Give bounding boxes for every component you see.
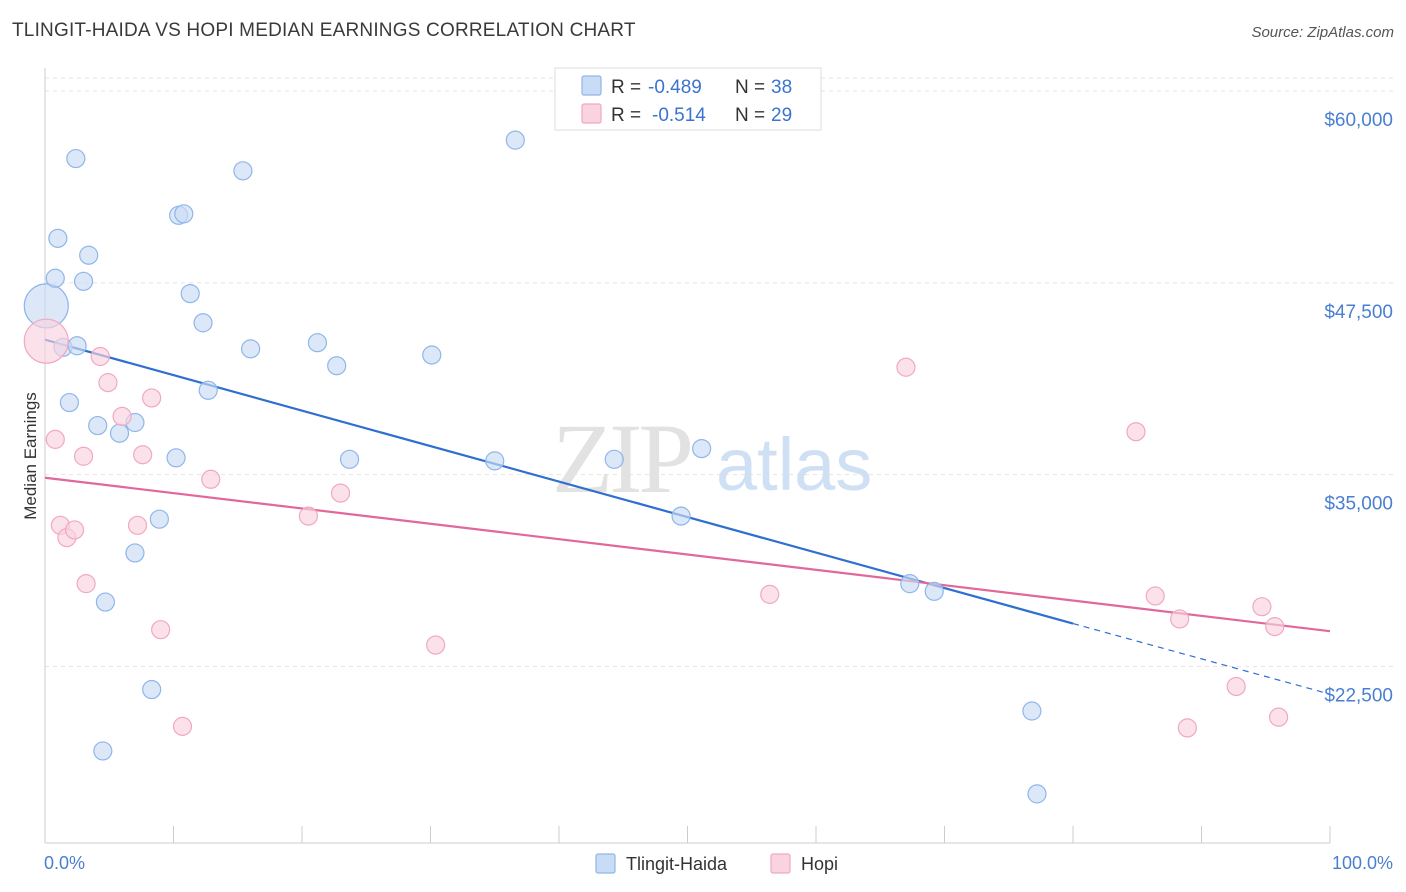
data-point-tlingit-haida — [142, 679, 162, 700]
data-point-hopi — [90, 346, 110, 367]
data-point-hopi — [426, 635, 446, 655]
data-point-hopi — [23, 318, 69, 364]
data-point-hopi — [330, 483, 351, 503]
data-point-hopi — [151, 620, 171, 640]
watermark-atlas: atlas — [716, 423, 872, 506]
y-tick-label: $47,500 — [1324, 302, 1393, 323]
data-point-hopi — [201, 469, 221, 489]
data-point-tlingit-haida — [339, 449, 360, 469]
y-tick-label: $22,500 — [1324, 686, 1393, 707]
y-axis-label: Median Earnings — [21, 392, 40, 520]
legend-r-value: -0.514 — [652, 105, 706, 126]
legend-n-value: 29 — [771, 105, 792, 126]
data-point-tlingit-haida — [241, 339, 261, 359]
tick-labels: $22,500 $35,000 $47,500 $60,000 0.0% 100.0% — [44, 110, 1393, 873]
legend-r-label: R = — [611, 77, 641, 98]
bottom-legend-label: Hopi — [801, 854, 838, 874]
data-point-tlingit-haida — [604, 449, 624, 469]
data-point-tlingit-haida — [180, 283, 200, 304]
source-label: Source: ZipAtlas.com — [1251, 24, 1394, 41]
trend-line-hopi — [44, 476, 1331, 633]
chart-title: TLINGIT-HAIDA VS HOPI MEDIAN EARNINGS CO… — [12, 20, 636, 41]
bottom-legend-label: Tlingit-Haida — [626, 854, 728, 874]
data-point-tlingit-haida — [692, 438, 712, 459]
data-point-tlingit-haida — [125, 543, 145, 563]
data-point-tlingit-haida — [1022, 701, 1042, 721]
y-tick-label: $60,000 — [1324, 110, 1393, 131]
data-point-tlingit-haida — [109, 423, 130, 443]
data-point-tlingit-haida — [327, 356, 347, 376]
x-tick-label-max: 100.0% — [1332, 853, 1393, 873]
data-points — [23, 130, 1289, 804]
data-point-tlingit-haida — [485, 451, 505, 471]
data-point-tlingit-haida — [73, 271, 94, 291]
bottom-legend-swatch — [595, 853, 616, 874]
data-point-hopi — [112, 406, 132, 426]
data-point-tlingit-haida — [67, 336, 87, 356]
data-point-hopi — [76, 574, 96, 594]
legend-n-label: N = — [735, 77, 765, 98]
data-point-tlingit-haida — [66, 148, 86, 169]
legend-swatch — [581, 103, 602, 124]
data-point-tlingit-haida — [59, 392, 80, 413]
x-tick-label-min: 0.0% — [44, 853, 85, 873]
data-point-hopi — [1252, 597, 1272, 617]
legend-n-label: N = — [735, 105, 765, 126]
watermark: ZIP atlas — [552, 403, 872, 514]
trend-line-extension — [1072, 622, 1331, 695]
data-point-hopi — [172, 716, 193, 736]
data-point-hopi — [896, 357, 916, 377]
data-point-tlingit-haida — [79, 245, 99, 265]
data-point-tlingit-haida — [166, 448, 186, 468]
data-point-hopi — [127, 515, 148, 535]
legend-swatch — [581, 75, 602, 96]
data-point-tlingit-haida — [93, 741, 113, 761]
data-point-tlingit-haida — [48, 228, 68, 248]
axes — [44, 68, 1331, 844]
data-point-hopi — [1265, 617, 1285, 637]
data-point-tlingit-haida — [198, 380, 218, 400]
data-point-hopi — [1268, 707, 1289, 727]
bottom-legend: Tlingit-Haida Hopi — [595, 853, 838, 874]
data-point-hopi — [1226, 676, 1246, 697]
data-point-tlingit-haida — [95, 592, 115, 612]
data-point-hopi — [1145, 586, 1165, 606]
data-point-tlingit-haida — [422, 345, 442, 365]
data-point-hopi — [1177, 718, 1197, 738]
data-point-hopi — [1170, 609, 1190, 629]
data-point-tlingit-haida — [174, 204, 194, 224]
data-point-tlingit-haida — [307, 333, 328, 353]
data-point-hopi — [142, 388, 162, 408]
data-point-tlingit-haida — [671, 506, 691, 526]
data-point-tlingit-haida — [924, 581, 944, 601]
y-tick-label: $35,000 — [1324, 494, 1393, 515]
data-point-hopi — [760, 584, 780, 604]
data-point-tlingit-haida — [45, 268, 65, 288]
legend-n-value: 38 — [771, 77, 792, 98]
data-point-hopi — [73, 446, 94, 466]
data-point-tlingit-haida — [505, 130, 525, 150]
data-point-hopi — [64, 520, 85, 540]
data-point-tlingit-haida — [149, 509, 169, 529]
legend-r-label: R = — [611, 105, 641, 126]
data-point-tlingit-haida — [900, 574, 920, 594]
legend-r-value: -0.489 — [648, 77, 702, 98]
data-point-tlingit-haida — [233, 161, 253, 181]
data-point-hopi — [298, 506, 319, 526]
data-point-tlingit-haida — [88, 415, 108, 436]
legend: R = -0.489 N = 38 R = -0.514 N = 29 — [554, 67, 822, 131]
data-point-tlingit-haida — [1027, 784, 1047, 804]
data-point-hopi — [1126, 422, 1146, 442]
data-point-hopi — [98, 373, 118, 393]
bottom-legend-swatch — [770, 853, 791, 874]
data-point-tlingit-haida — [193, 313, 213, 333]
data-point-hopi — [45, 429, 65, 449]
data-point-hopi — [133, 445, 153, 465]
